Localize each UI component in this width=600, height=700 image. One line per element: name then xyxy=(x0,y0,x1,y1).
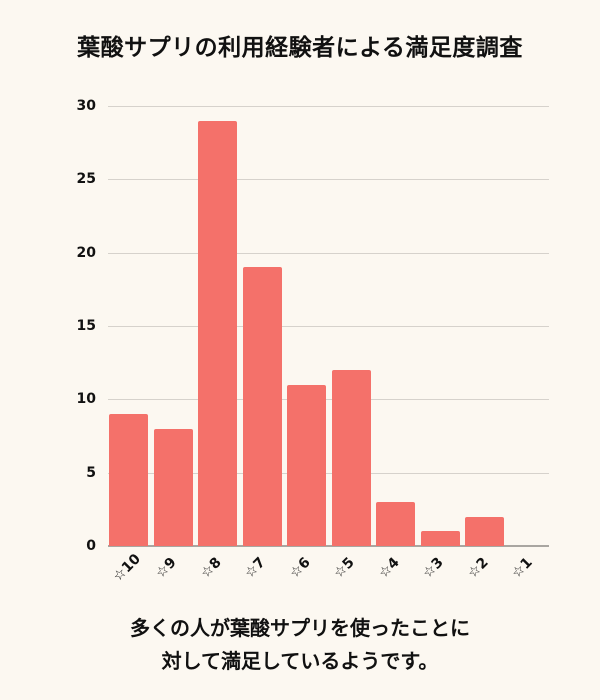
bar xyxy=(376,502,415,546)
y-tick-label: 25 xyxy=(76,171,96,188)
x-tick-label: ☆2 xyxy=(464,554,492,582)
y-tick-label: 20 xyxy=(76,244,96,261)
x-tick-label: ☆3 xyxy=(419,554,447,582)
bar xyxy=(420,531,460,546)
gridline xyxy=(108,252,549,254)
x-tick-label: ☆9 xyxy=(152,554,180,582)
y-tick-label: 0 xyxy=(86,538,96,554)
x-tick-label: ☆7 xyxy=(241,554,269,582)
x-tick-label: ☆1 xyxy=(508,554,536,582)
caption-line-2: 対して満足しているようです。 xyxy=(161,649,439,673)
x-tick-label: ☆4 xyxy=(375,554,403,582)
y-tick-label: 10 xyxy=(76,391,96,408)
y-tick-label: 5 xyxy=(86,464,96,481)
gridline xyxy=(108,399,549,401)
caption-line-1: 多くの人が葉酸サプリを使ったことに xyxy=(130,616,470,640)
gridline xyxy=(108,472,549,474)
x-tick-label: ☆8 xyxy=(197,554,225,582)
y-tick-label: 15 xyxy=(76,318,96,334)
x-tick-label: ☆5 xyxy=(330,554,358,582)
caption: 多くの人が葉酸サプリを使ったことに 対して満足しているようです。 xyxy=(0,612,600,678)
y-tick-label: 30 xyxy=(76,98,96,114)
bar xyxy=(287,384,326,546)
chart-title: 葉酸サプリの利用経験者による満足度調査 xyxy=(77,35,523,61)
bar xyxy=(109,414,148,546)
bar xyxy=(465,516,504,546)
x-tick-label: ☆6 xyxy=(286,554,314,582)
bar xyxy=(198,120,237,546)
x-tick-label: ☆10 xyxy=(109,551,144,585)
gridline xyxy=(108,326,549,327)
gridline xyxy=(108,545,549,547)
plot-area xyxy=(108,106,549,547)
bar xyxy=(153,428,193,546)
gridline xyxy=(108,179,549,181)
gridline xyxy=(108,106,549,107)
bar xyxy=(331,370,371,546)
bar xyxy=(242,267,282,546)
